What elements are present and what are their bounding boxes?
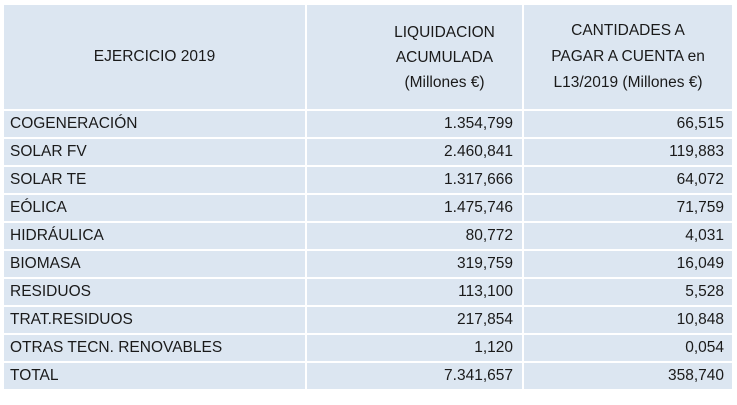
technology-cell: HIDRÁULICA — [4, 223, 307, 251]
cantidades-cell: 16,049 — [524, 251, 732, 279]
header-liquidacion-line-1: LIQUIDACION — [394, 23, 495, 41]
table-row: OTRAS TECN. RENOVABLES 1,120 0,054 — [4, 335, 732, 363]
technology-cell: COGENERACIÓN — [4, 111, 307, 139]
liquidacion-cell: 1,120 — [307, 335, 524, 363]
header-ejercicio-label: EJERCICIO 2019 — [93, 48, 216, 65]
cantidades-cell: 5,528 — [524, 279, 732, 307]
liquidation-table-container: EJERCICIO 2019 LIQUIDACION ACUMULADA (Mi… — [4, 5, 732, 391]
technology-cell: BIOMASA — [4, 251, 307, 279]
cantidades-cell: 0,054 — [524, 335, 732, 363]
cantidades-cell: 4,031 — [524, 223, 732, 251]
cantidades-cell: 71,759 — [524, 195, 732, 223]
header-ejercicio: EJERCICIO 2019 — [4, 5, 307, 111]
cantidades-cell: 119,883 — [524, 139, 732, 167]
liquidacion-cell: 319,759 — [307, 251, 524, 279]
liquidacion-cell: 217,854 — [307, 307, 524, 335]
liquidacion-cell: 1.475,746 — [307, 195, 524, 223]
liquidacion-cell: 1.354,799 — [307, 111, 524, 139]
liquidacion-cell: 80,772 — [307, 223, 524, 251]
table-row: SOLAR FV 2.460,841 119,883 — [4, 139, 732, 167]
header-cantidades-line-1: CANTIDADES A — [571, 22, 685, 39]
table-row: SOLAR TE 1.317,666 64,072 — [4, 167, 732, 195]
cantidades-cell: 10,848 — [524, 307, 732, 335]
total-liquidacion-cell: 7.341,657 — [307, 363, 524, 391]
technology-cell: SOLAR TE — [4, 167, 307, 195]
header-liquidacion: LIQUIDACION ACUMULADA (Millones €) — [307, 5, 524, 111]
total-cantidades-cell: 358,740 — [524, 363, 732, 391]
header-row: EJERCICIO 2019 LIQUIDACION ACUMULADA (Mi… — [4, 5, 732, 111]
header-liquidacion-line-3: (Millones €) — [404, 73, 485, 91]
header-cantidades: CANTIDADES A PAGAR A CUENTA en L13/2019 … — [524, 5, 732, 111]
technology-cell: TRAT.RESIDUOS — [4, 307, 307, 335]
liquidacion-cell: 113,100 — [307, 279, 524, 307]
liquidacion-cell: 2.460,841 — [307, 139, 524, 167]
technology-cell: OTRAS TECN. RENOVABLES — [4, 335, 307, 363]
technology-cell: EÓLICA — [4, 195, 307, 223]
technology-cell: SOLAR FV — [4, 139, 307, 167]
table-row: TRAT.RESIDUOS 217,854 10,848 — [4, 307, 732, 335]
technology-cell: RESIDUOS — [4, 279, 307, 307]
header-liquidacion-line-2: ACUMULADA — [395, 48, 494, 66]
table-row: COGENERACIÓN 1.354,799 66,515 — [4, 111, 732, 139]
table-header: EJERCICIO 2019 LIQUIDACION ACUMULADA (Mi… — [4, 5, 732, 111]
table-row: RESIDUOS 113,100 5,528 — [4, 279, 732, 307]
table-row: BIOMASA 319,759 16,049 — [4, 251, 732, 279]
liquidacion-cell: 1.317,666 — [307, 167, 524, 195]
table-body: COGENERACIÓN 1.354,799 66,515 SOLAR FV 2… — [4, 111, 732, 391]
cantidades-cell: 64,072 — [524, 167, 732, 195]
total-row: TOTAL 7.341,657 358,740 — [4, 363, 732, 391]
table-row: EÓLICA 1.475,746 71,759 — [4, 195, 732, 223]
total-label-cell: TOTAL — [4, 363, 307, 391]
table-row: HIDRÁULICA 80,772 4,031 — [4, 223, 732, 251]
header-cantidades-line-2: PAGAR A CUENTA en — [551, 48, 705, 65]
liquidation-table: EJERCICIO 2019 LIQUIDACION ACUMULADA (Mi… — [4, 5, 732, 391]
cantidades-cell: 66,515 — [524, 111, 732, 139]
header-cantidades-line-3: L13/2019 (Millones €) — [553, 74, 703, 91]
